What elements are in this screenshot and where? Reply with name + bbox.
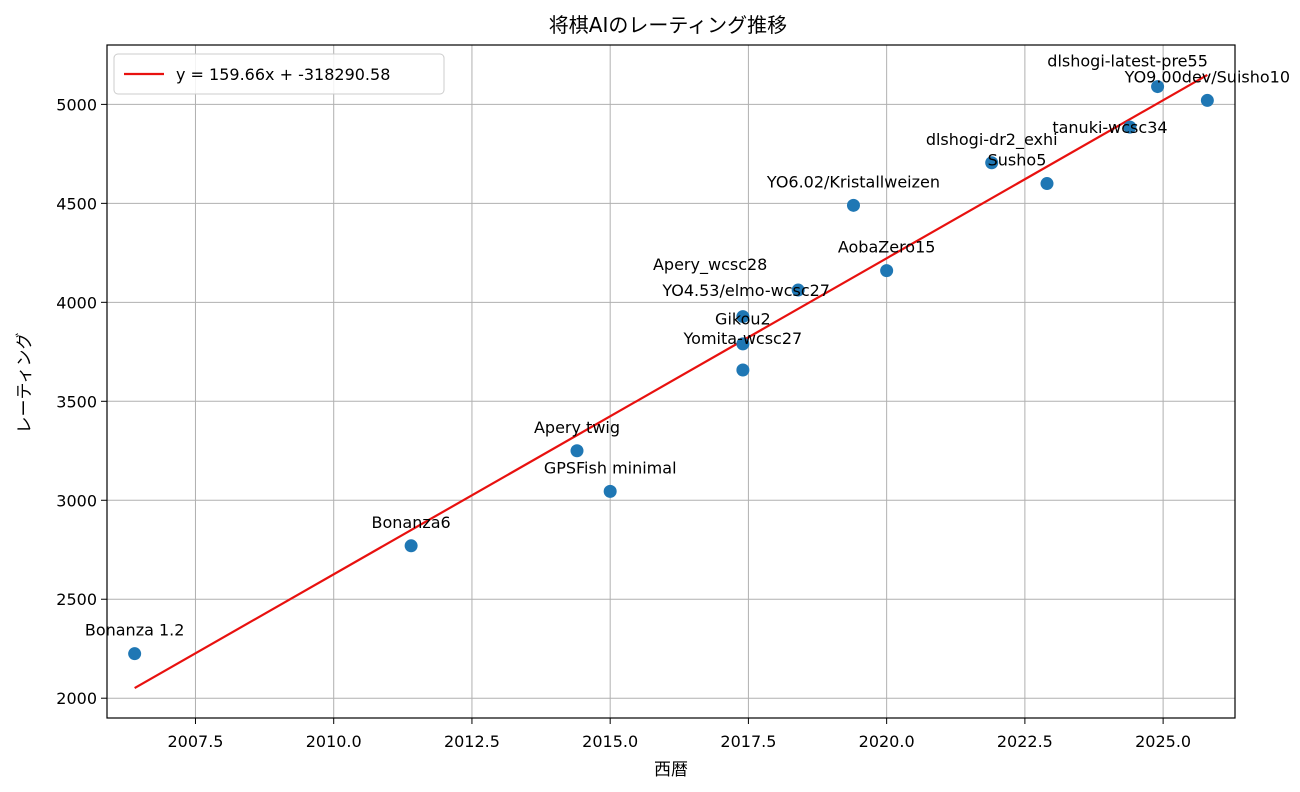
point-label: YO9.00dev/Suisho10 [1124, 67, 1290, 86]
axes: 2007.5 2010.0 2012.5 2015.0 2017.5 2020.0 2022… [56, 44, 1236, 751]
scatter-points [128, 80, 1214, 661]
scatter-point [736, 363, 750, 377]
y-tick-label: 3000 [56, 491, 97, 510]
legend-box [113, 53, 445, 95]
point-label: dlshogi-dr2_exhi [926, 130, 1058, 150]
scatter-point [570, 444, 584, 458]
fit-line-layer [134, 74, 1208, 690]
scatter-point [985, 156, 999, 170]
y-tick-label: 5000 [56, 95, 97, 114]
scatter-point [736, 337, 750, 351]
scatter-point [404, 539, 418, 553]
plot-frame [106, 44, 1236, 719]
scatter-point [846, 198, 860, 212]
x-tick-label: 2010.0 [306, 732, 362, 751]
legend: y = 159.66x + -318290.58 [113, 53, 445, 95]
scatter-point [880, 264, 894, 278]
x-tick-label: 2017.5 [720, 732, 776, 751]
y-tick-label: 3500 [56, 392, 97, 411]
y-tick-label: 4500 [56, 194, 97, 213]
x-tick-label: 2007.5 [167, 732, 223, 751]
point-label: Susho5 [988, 151, 1047, 170]
legend-label: y = 159.66x + -318290.58 [176, 65, 390, 84]
point-label: AobaZero15 [838, 238, 936, 257]
point-label: GPSFish minimal [544, 458, 677, 477]
point-label: YO4.53/elmo-wcsc27 [661, 281, 830, 300]
x-tick-label: 2022.5 [997, 732, 1053, 751]
scatter-point [1123, 120, 1137, 134]
point-label: Gikou2 [715, 310, 771, 329]
point-label: Bonanza6 [372, 513, 451, 532]
point-label: tanuki-wcsc34 [1052, 118, 1167, 137]
x-axis-label: 西暦 [654, 760, 688, 780]
point-label: dlshogi-latest-pre55 [1047, 52, 1208, 71]
scatter-point [1151, 80, 1165, 94]
y-tick-label: 4000 [56, 293, 97, 312]
point-label: Apery twig [534, 418, 620, 437]
scatter-point [1200, 93, 1214, 107]
grid [107, 45, 1235, 718]
scatter-point [791, 283, 805, 297]
scatter-point [603, 484, 617, 498]
x-tick-label: 2012.5 [444, 732, 500, 751]
scatter-point [1040, 177, 1054, 191]
chart-title: 将棋AIのレーティング推移 [549, 13, 787, 37]
y-axis-label: レーティング [15, 333, 35, 434]
x-tick-label: 2020.0 [859, 732, 915, 751]
point-label: Yomita-wcsc27 [683, 329, 803, 348]
point-label: YO6.02/Kristallweizen [766, 172, 940, 191]
point-labels: Bonanza 1.2 Bonanza6 Apery twig GPSFish min… [85, 52, 1290, 640]
point-label: Bonanza 1.2 [85, 621, 185, 640]
x-tick-label: 2015.0 [582, 732, 638, 751]
y-tick-label: 2500 [56, 590, 97, 609]
annotation-label: Apery_wcsc28 [653, 255, 767, 275]
scatter-point [736, 310, 750, 324]
y-tick-label: 2000 [56, 689, 97, 708]
scatter-point [128, 647, 142, 661]
fit-line [134, 74, 1208, 690]
x-tick-label: 2025.0 [1135, 732, 1191, 751]
